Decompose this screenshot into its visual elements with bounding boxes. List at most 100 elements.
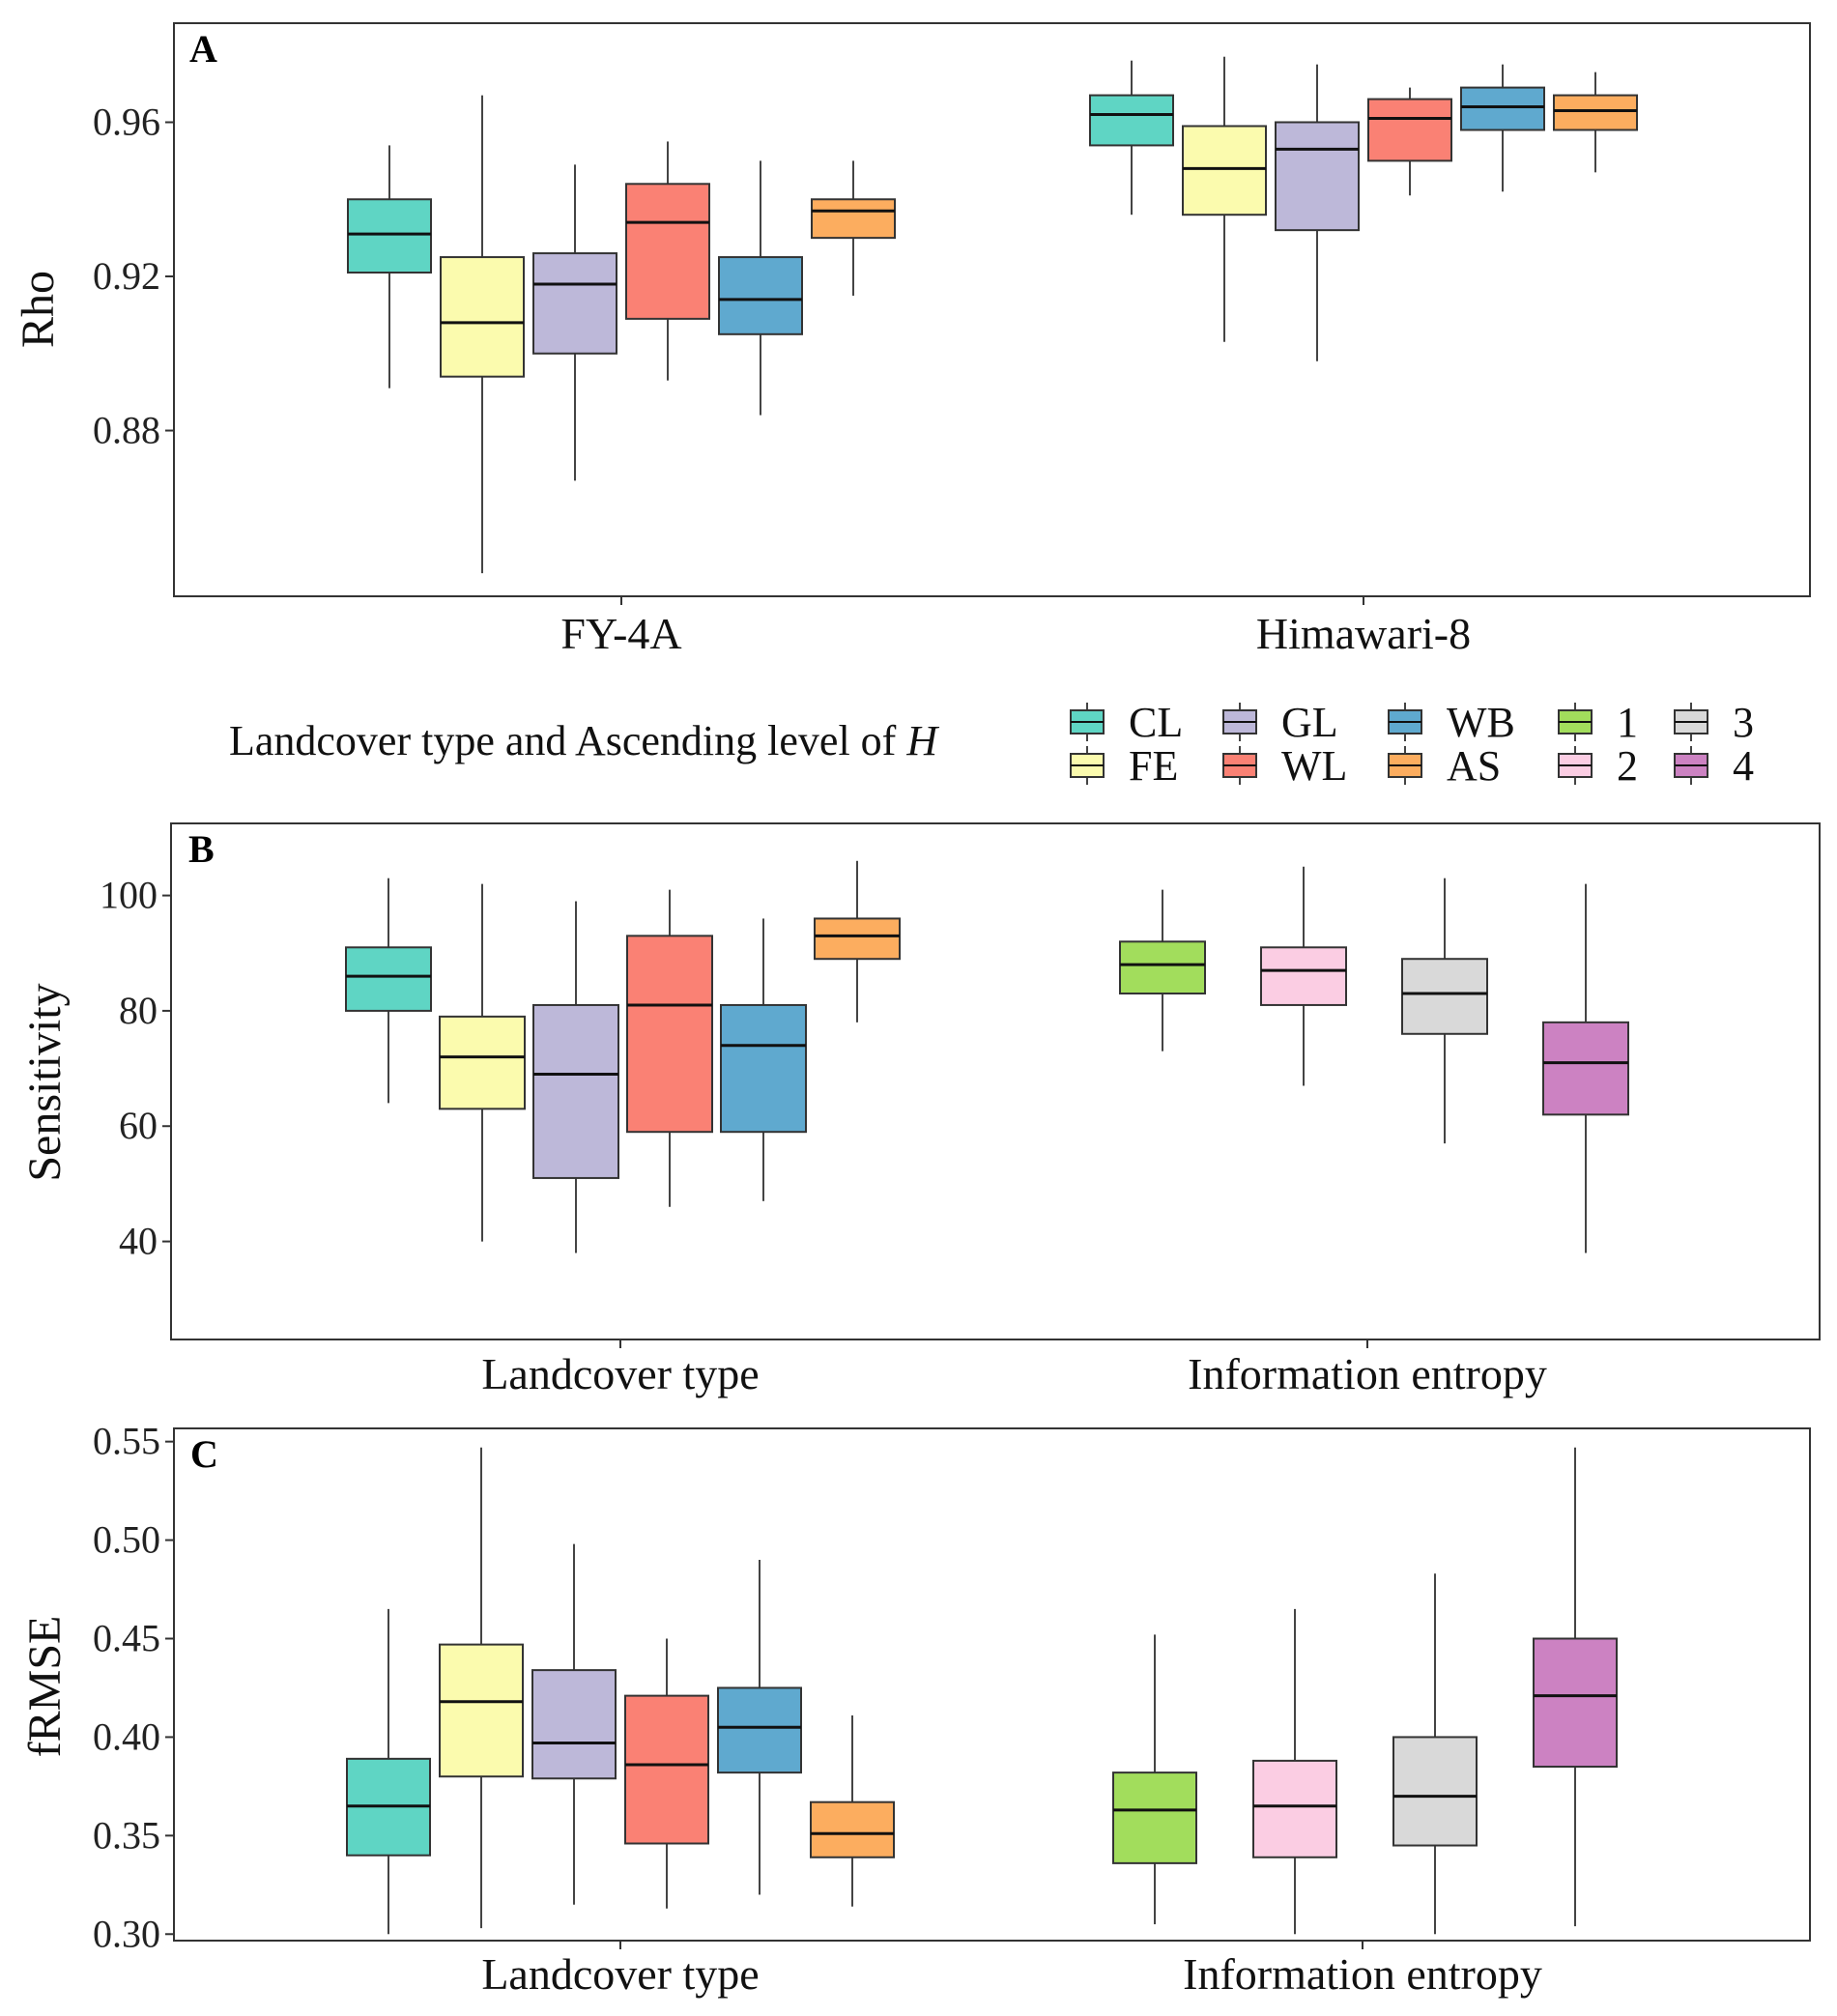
legend-item-CL: CL [1070, 699, 1183, 746]
box-iqr [439, 1643, 524, 1778]
box-iqr [1367, 98, 1452, 162]
legend-label: GL [1281, 699, 1338, 746]
box-3 [1392, 1573, 1478, 1935]
legend-label: 2 [1617, 742, 1638, 790]
x-category-label: Information entropy [1183, 1949, 1542, 1999]
panel-b-y-axis: 40 60 80 100 [100, 874, 171, 1263]
panel-c-ylabel: fRMSE [19, 1616, 71, 1758]
panel-b-boxes [345, 860, 1629, 1253]
box-CL [1089, 60, 1174, 216]
panel-b-frame [170, 822, 1821, 1340]
x-category-label: FY-4A [560, 609, 681, 658]
y-tick-label: 0.55 [93, 1420, 160, 1463]
box-iqr [1182, 125, 1267, 216]
x-category-label: Landcover type [481, 1949, 759, 1999]
y-tick-label: 0.35 [93, 1813, 160, 1857]
panel-a-y-axis: 0.88 0.92 0.96 [93, 100, 174, 452]
box-WB [720, 918, 807, 1201]
box-FE [439, 883, 526, 1242]
box-iqr [624, 1694, 709, 1845]
y-tick-label: 0.88 [93, 409, 160, 452]
y-tick-label: 60 [119, 1104, 158, 1147]
panel-c-boxes [346, 1447, 1618, 1935]
box-iqr [1112, 1771, 1197, 1864]
box-iqr [814, 917, 901, 961]
box-iqr [1460, 86, 1545, 131]
panel-c: C fRMSE 0.30 0.35 0.40 0.45 0.50 0.55 Landcov… [19, 1420, 1811, 1999]
y-tick-label: 100 [100, 874, 158, 917]
box-iqr [532, 1003, 619, 1179]
legend-item-WL: WL [1222, 742, 1347, 790]
box-WL [625, 141, 710, 381]
panel-b: B Sensitivity 40 60 80 100 Landcover type In… [19, 822, 1821, 1398]
y-tick-label: 0.96 [93, 100, 160, 143]
legend-item-3: 3 [1674, 699, 1754, 746]
box-AS [1553, 72, 1638, 173]
box-FE [1182, 56, 1267, 342]
x-category-label: Information entropy [1188, 1349, 1547, 1398]
legend-label: 4 [1733, 742, 1754, 790]
box-WL [1367, 87, 1452, 196]
legend-label: 1 [1617, 699, 1638, 746]
box-WL [624, 1638, 709, 1909]
box-iqr [1533, 1637, 1618, 1769]
x-category-label: Himawari-8 [1256, 609, 1471, 658]
box-2 [1260, 866, 1347, 1086]
panel-b-letter: B [188, 827, 215, 871]
legend-label: FE [1129, 742, 1178, 790]
legend-label: CL [1129, 699, 1183, 746]
legend-item-GL: GL [1222, 699, 1338, 746]
box-CL [347, 145, 432, 389]
legend-item-WB: WB [1388, 699, 1515, 746]
panel-a-letter: A [189, 27, 217, 71]
legend-label: AS [1447, 742, 1501, 790]
box-iqr [440, 256, 525, 378]
panel-c-frame [173, 1427, 1811, 1942]
legend-label: WL [1281, 742, 1347, 790]
y-tick-label: 0.45 [93, 1617, 160, 1660]
box-2 [1252, 1608, 1337, 1935]
y-tick-label: 0.50 [93, 1518, 160, 1562]
legend-label: WB [1447, 699, 1515, 746]
y-tick-label: 0.40 [93, 1714, 160, 1758]
box-WB [717, 1559, 802, 1895]
legend: Landcover type and Ascending level of H … [229, 699, 1754, 790]
box-WB [718, 160, 803, 416]
box-iqr [1089, 94, 1174, 147]
y-tick-label: 0.30 [93, 1912, 160, 1955]
box-GL [532, 901, 619, 1253]
panel-c-letter: C [190, 1432, 218, 1476]
box-iqr [1260, 946, 1347, 1006]
box-1 [1119, 889, 1206, 1051]
box-iqr [717, 1686, 802, 1774]
box-GL [1275, 64, 1360, 361]
box-iqr [720, 1003, 807, 1134]
panel-b-x-axis: Landcover type Information entropy [481, 1339, 1547, 1398]
box-iqr [1275, 121, 1360, 232]
box-GL [532, 164, 617, 481]
legend-item-FE: FE [1070, 742, 1178, 790]
box-CL [345, 878, 432, 1104]
x-category-label: Landcover type [481, 1349, 759, 1398]
y-tick-label: 80 [119, 989, 158, 1032]
box-AS [811, 160, 896, 296]
box-4 [1533, 1447, 1618, 1927]
box-FE [439, 1447, 524, 1929]
box-iqr [1392, 1736, 1478, 1847]
panel-a-ylabel: Rho [13, 271, 64, 348]
y-tick-label: 40 [119, 1220, 158, 1263]
box-CL [346, 1608, 431, 1935]
legend-item-4: 4 [1674, 742, 1754, 790]
box-iqr [1252, 1759, 1337, 1858]
panel-c-x-axis: Landcover type Information entropy [481, 1941, 1542, 1999]
box-iqr [811, 198, 896, 240]
panel-b-ylabel: Sensitivity [19, 983, 71, 1181]
legend-label: 3 [1733, 699, 1754, 746]
box-FE [440, 95, 525, 574]
box-1 [1112, 1634, 1197, 1925]
box-iqr [345, 946, 432, 1012]
panel-a: A Rho 0.88 0.92 0.96 FY-4A Himawari-8 [13, 22, 1811, 658]
box-WB [1460, 64, 1545, 192]
